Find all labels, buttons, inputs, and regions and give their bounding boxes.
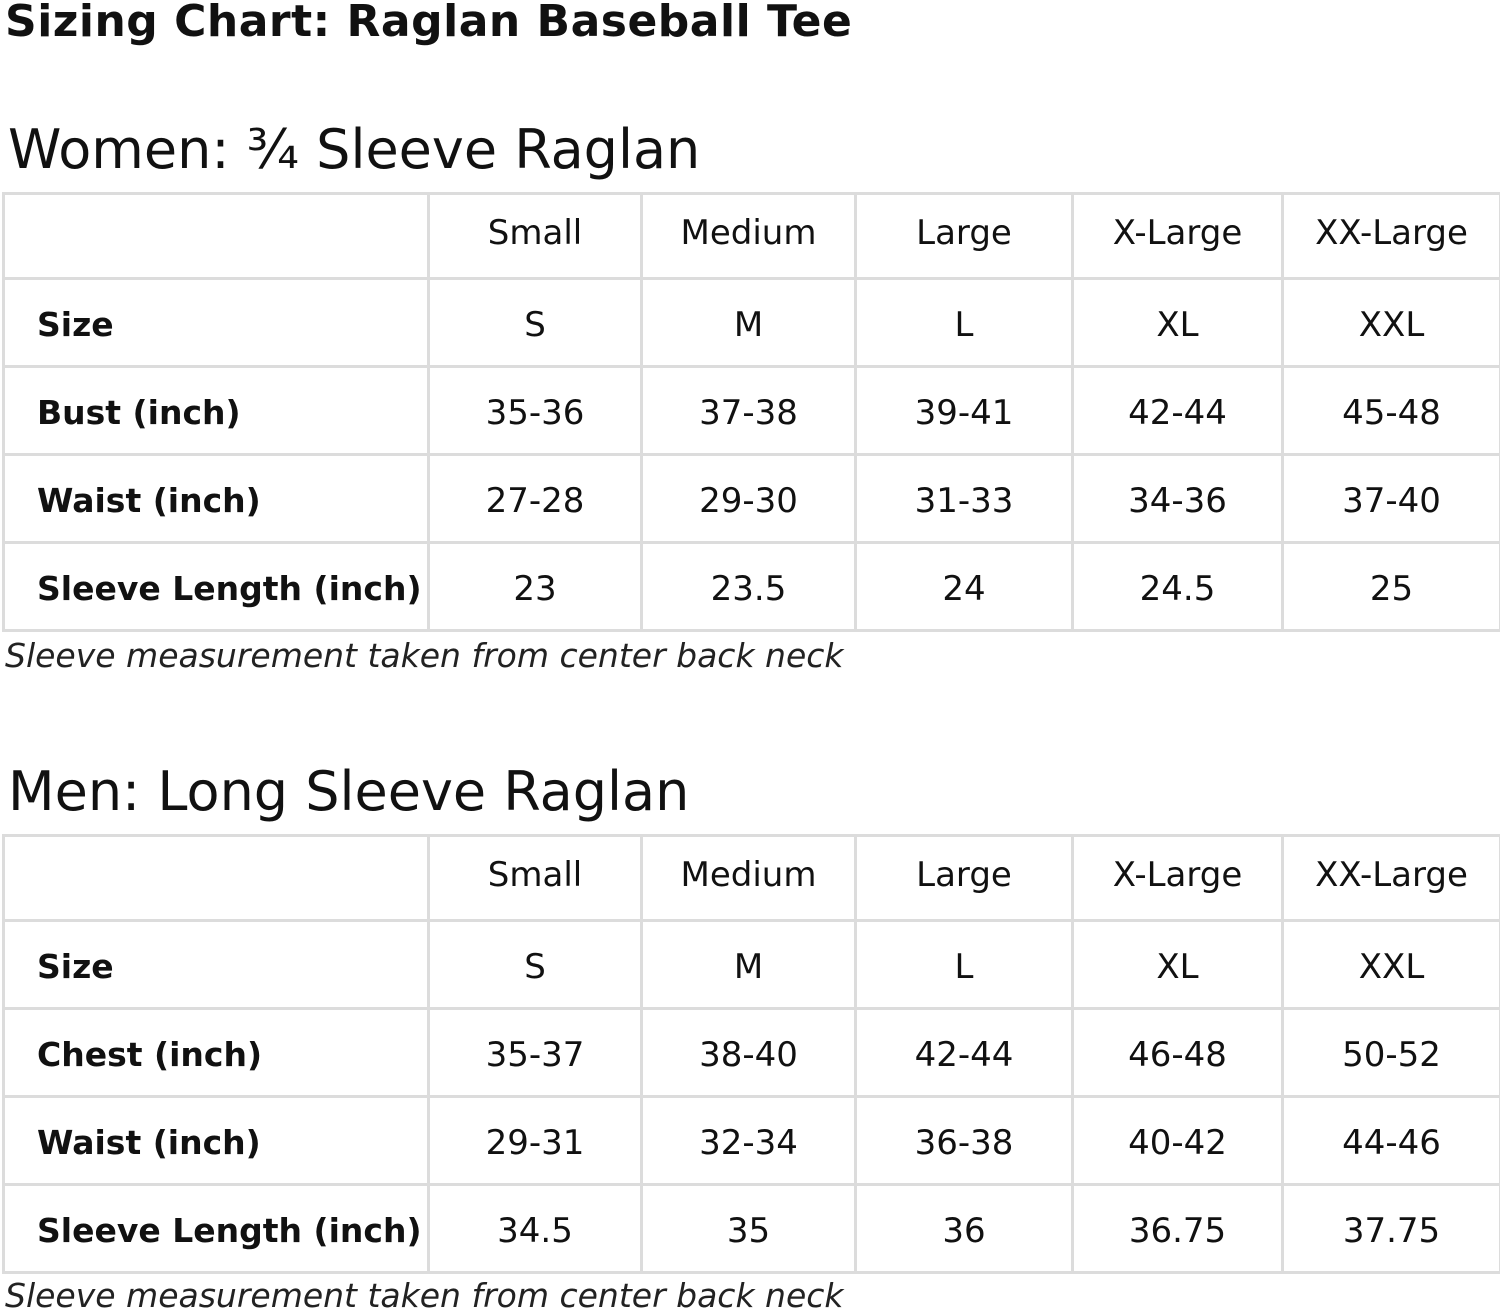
- column-header: Large: [854, 192, 1074, 280]
- table-cell: 37-40: [1281, 453, 1500, 544]
- table-cell: 35: [640, 1183, 857, 1274]
- row-label: Size: [2, 919, 430, 1010]
- page-title: Sizing Chart: Raglan Baseball Tee: [5, 0, 853, 47]
- row-label: Size: [2, 277, 430, 368]
- row-label: Sleeve Length (inch): [2, 1183, 430, 1274]
- column-header: XX-Large: [1281, 834, 1500, 922]
- table-cell: 35-36: [427, 365, 643, 456]
- header-row: Small Medium Large X-Large XX-Large: [2, 192, 1500, 280]
- table-cell: 42-44: [854, 1007, 1074, 1098]
- table-cell: 42-44: [1071, 365, 1284, 456]
- table-cell: 25: [1281, 541, 1500, 632]
- row-label: Waist (inch): [2, 453, 430, 544]
- table-row: Bust (inch) 35-36 37-38 39-41 42-44 45-48: [2, 365, 1500, 456]
- table-cell: 45-48: [1281, 365, 1500, 456]
- column-header: Medium: [640, 834, 857, 922]
- size-table: Small Medium Large X-Large XX-Large Size S M L XL…: [2, 834, 1500, 1274]
- table-cell: 44-46: [1281, 1095, 1500, 1186]
- footnote: Sleeve measurement taken from center bac…: [5, 636, 844, 675]
- header-row: Small Medium Large X-Large XX-Large: [2, 834, 1500, 922]
- table-cell: 36-38: [854, 1095, 1074, 1186]
- table-cell: L: [854, 919, 1074, 1010]
- table-cell: 37-38: [640, 365, 857, 456]
- table-cell: 38-40: [640, 1007, 857, 1098]
- column-header: X-Large: [1071, 192, 1284, 280]
- table-cell: 24: [854, 541, 1074, 632]
- table-cell: 36.75: [1071, 1183, 1284, 1274]
- table-cell: 34.5: [427, 1183, 643, 1274]
- table-cell: M: [640, 919, 857, 1010]
- table-cell: XXL: [1281, 277, 1500, 368]
- table-cell: 37.75: [1281, 1183, 1500, 1274]
- row-label: Chest (inch): [2, 1007, 430, 1098]
- size-table: Small Medium Large X-Large XX-Large Size S M L XL…: [2, 192, 1500, 632]
- table-cell: M: [640, 277, 857, 368]
- section-heading: Women: ¾ Sleeve Raglan: [8, 118, 701, 181]
- table-cell: 46-48: [1071, 1007, 1284, 1098]
- table-cell: 35-37: [427, 1007, 643, 1098]
- table-cell: 24.5: [1071, 541, 1284, 632]
- row-label: Bust (inch): [2, 365, 430, 456]
- section-heading: Men: Long Sleeve Raglan: [8, 760, 690, 823]
- table-row: Size S M L XL XXL: [2, 277, 1500, 368]
- table-cell: 23.5: [640, 541, 857, 632]
- table-cell: 34-36: [1071, 453, 1284, 544]
- corner-cell: [2, 834, 430, 922]
- table-row: Sleeve Length (inch) 34.5 35 36 36.75 37.75: [2, 1183, 1500, 1274]
- column-header: X-Large: [1071, 834, 1284, 922]
- table-cell: 27-28: [427, 453, 643, 544]
- corner-cell: [2, 192, 430, 280]
- table-cell: 23: [427, 541, 643, 632]
- table-row: Sleeve Length (inch) 23 23.5 24 24.5 25: [2, 541, 1500, 632]
- table-cell: 29-30: [640, 453, 857, 544]
- table-cell: L: [854, 277, 1074, 368]
- table-cell: 29-31: [427, 1095, 643, 1186]
- column-header: Small: [427, 834, 643, 922]
- column-header: Large: [854, 834, 1074, 922]
- column-header: Medium: [640, 192, 857, 280]
- table-row: Size S M L XL XXL: [2, 919, 1500, 1010]
- table-cell: XL: [1071, 277, 1284, 368]
- column-header: Small: [427, 192, 643, 280]
- table-cell: S: [427, 919, 643, 1010]
- table-cell: XXL: [1281, 919, 1500, 1010]
- column-header: XX-Large: [1281, 192, 1500, 280]
- table-row: Chest (inch) 35-37 38-40 42-44 46-48 50-52: [2, 1007, 1500, 1098]
- table-row: Waist (inch) 27-28 29-30 31-33 34-36 37-40: [2, 453, 1500, 544]
- table-cell: 32-34: [640, 1095, 857, 1186]
- row-label: Sleeve Length (inch): [2, 541, 430, 632]
- footnote: Sleeve measurement taken from center bac…: [5, 1276, 844, 1315]
- table-cell: 40-42: [1071, 1095, 1284, 1186]
- table-cell: XL: [1071, 919, 1284, 1010]
- table-cell: S: [427, 277, 643, 368]
- table-cell: 50-52: [1281, 1007, 1500, 1098]
- row-label: Waist (inch): [2, 1095, 430, 1186]
- table-cell: 39-41: [854, 365, 1074, 456]
- table-row: Waist (inch) 29-31 32-34 36-38 40-42 44-46: [2, 1095, 1500, 1186]
- table-cell: 36: [854, 1183, 1074, 1274]
- table-cell: 31-33: [854, 453, 1074, 544]
